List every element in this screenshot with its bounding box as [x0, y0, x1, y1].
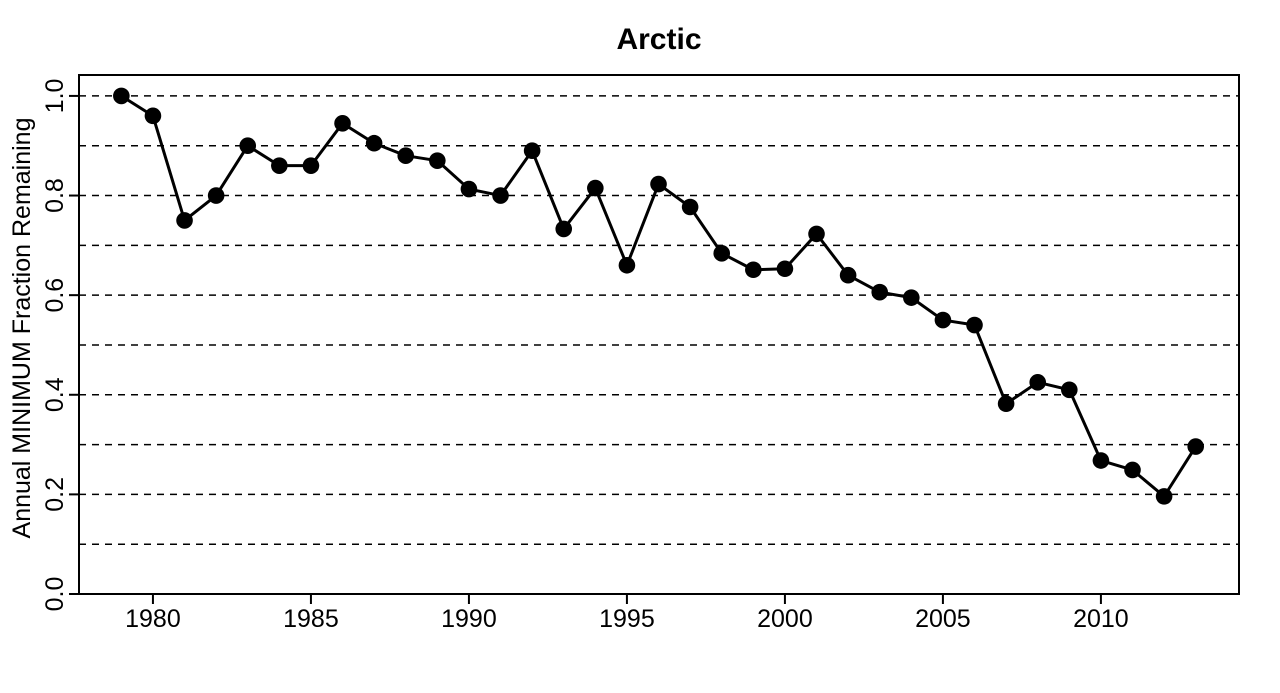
data-point [587, 179, 604, 197]
y-tick-label: 0.2 [41, 477, 69, 512]
data-point [271, 157, 288, 174]
data-point [618, 256, 636, 274]
x-tick-label: 1980 [125, 605, 181, 633]
y-tick-label: 0.0 [41, 577, 69, 612]
data-point [144, 107, 162, 125]
data-point [745, 261, 762, 279]
data-point [1092, 452, 1110, 469]
data-point [429, 152, 446, 169]
x-tick-label: 2000 [757, 605, 813, 633]
x-tick-label: 1990 [441, 605, 497, 633]
data-point [492, 187, 509, 204]
data-point [1155, 488, 1173, 505]
data-point [523, 142, 541, 160]
chart-title: Arctic [616, 23, 701, 56]
data-point [365, 134, 383, 152]
data-point [1061, 381, 1078, 399]
data-point [1187, 438, 1205, 455]
data-point [808, 225, 825, 243]
data-point [1029, 374, 1047, 391]
y-tick-label: 0.6 [41, 278, 69, 313]
x-tick-label: 2005 [915, 605, 971, 633]
x-tick-label: 1995 [599, 605, 655, 633]
series-layer [113, 87, 1205, 505]
data-point [113, 87, 130, 105]
y-tick-label: 0.8 [41, 178, 69, 213]
data-point [176, 212, 193, 229]
y-tick-label: 1.0 [41, 79, 69, 114]
data-point [776, 260, 794, 278]
data-point [207, 187, 225, 204]
data-point [966, 316, 983, 334]
x-tick-label: 1985 [283, 605, 339, 633]
data-point [903, 289, 920, 306]
y-tick-label: 0.4 [41, 377, 69, 412]
y-axis-label: Annual MINIMUM Fraction Remaining [8, 118, 36, 539]
axis-layer: 1980 1985 1990 1995 2000 2005 2010 0.0 0.2 0.4 0.6… [41, 79, 1129, 633]
grid-layer [79, 95, 1239, 545]
frame-layer [78, 74, 1240, 595]
data-line [119, 94, 1198, 498]
data-point [839, 266, 857, 284]
plot-border [78, 74, 1240, 595]
data-point [934, 311, 952, 329]
data-point [681, 198, 699, 216]
data-point [334, 115, 351, 132]
data-point [871, 283, 889, 301]
data-point [460, 180, 478, 198]
data-point [650, 175, 667, 193]
data-point [397, 147, 415, 164]
data-point [997, 395, 1015, 413]
x-tick-label: 2010 [1073, 605, 1129, 633]
data-point [555, 220, 573, 238]
data-point [239, 137, 257, 155]
data-point [302, 157, 320, 174]
data-point [1124, 461, 1141, 479]
data-point [713, 245, 731, 262]
